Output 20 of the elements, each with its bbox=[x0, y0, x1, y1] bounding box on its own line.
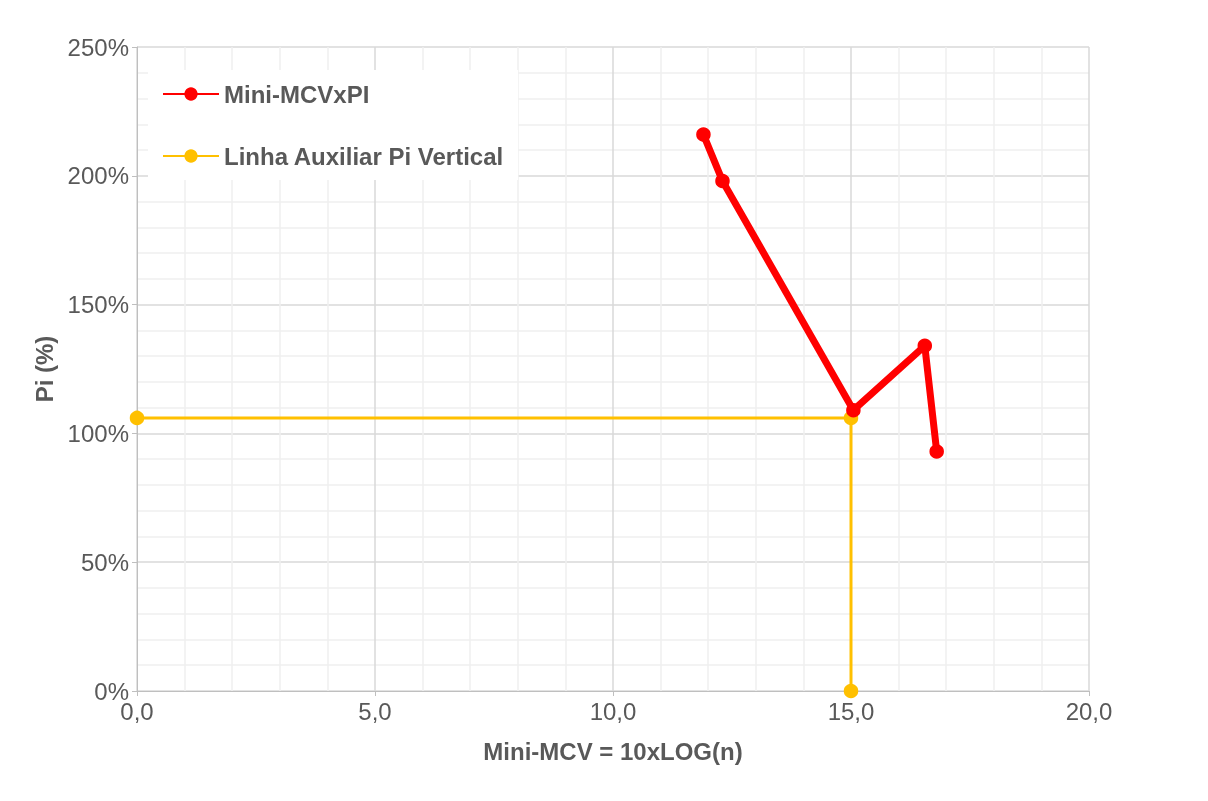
point bbox=[129, 410, 145, 426]
y-tick-label: 50% bbox=[80, 548, 129, 576]
x-axis-title: Mini-MCV = 10xLOG(n) bbox=[483, 737, 743, 765]
point bbox=[715, 173, 730, 189]
y-tick-label: 200% bbox=[67, 162, 129, 190]
y-tick-label: 100% bbox=[67, 419, 129, 447]
point bbox=[917, 338, 933, 354]
x-tick-label: 5,0 bbox=[358, 697, 392, 725]
point bbox=[696, 127, 711, 142]
point bbox=[929, 444, 944, 459]
legend-label: Mini-MCVxPI bbox=[224, 80, 370, 108]
y-tick-label: 150% bbox=[67, 291, 129, 319]
x-tick-label: 10,0 bbox=[589, 697, 637, 725]
y-tick-label: 250% bbox=[67, 33, 129, 61]
point bbox=[846, 402, 861, 418]
point bbox=[843, 683, 859, 699]
legend-label: Linha Auxiliar Pi Vertical bbox=[224, 142, 504, 170]
y-axis-title: Pi (%) bbox=[31, 335, 59, 403]
x-tick-label: 15,0 bbox=[827, 697, 875, 725]
x-tick-label: 20,0 bbox=[1065, 697, 1113, 725]
